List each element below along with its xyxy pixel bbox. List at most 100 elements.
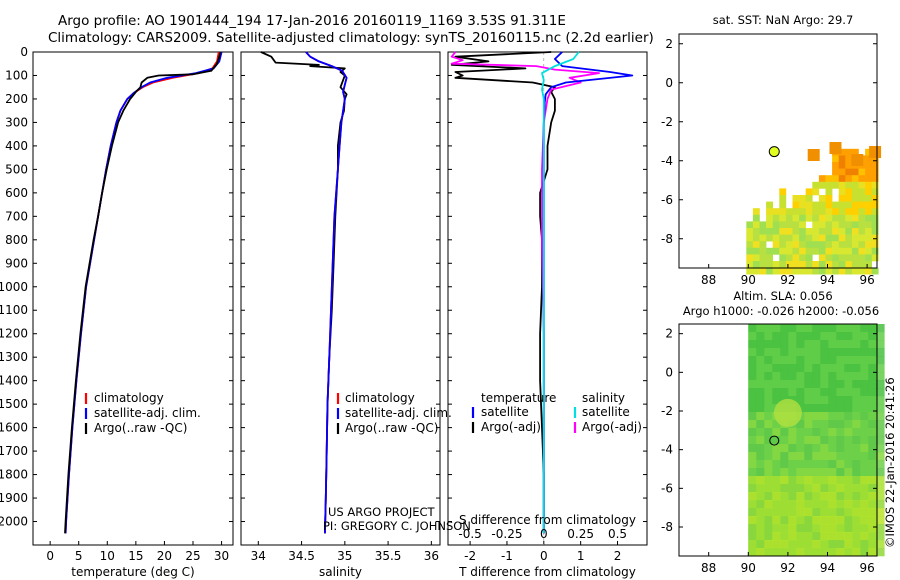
map3-cell [851,234,859,242]
map4-cell [812,372,821,381]
map3-cell [832,241,839,249]
map4-cell [788,540,797,549]
map4-cell [820,460,829,469]
map3-cell [812,214,820,222]
map4-cell [780,372,789,381]
map4-cell [844,380,853,389]
map4-cell [852,372,861,381]
map3-cell [752,228,760,235]
map4-cell [772,500,781,509]
map3-cell [851,168,859,176]
map4-cell [796,388,805,397]
map3-cell [832,208,839,216]
map4-cell [868,348,877,357]
map3-cell [785,254,793,262]
map4-cell [804,452,813,461]
map4-cell [852,484,861,493]
map4-cell [764,516,773,525]
map3-cell [792,234,800,242]
map3-cell [871,175,879,183]
map3-cell [792,241,800,249]
map4-cell [844,444,853,453]
map3-cell [759,261,767,268]
map4-cell [868,532,877,541]
map4-cell [852,444,861,453]
map4-cell [860,452,869,461]
map3-cell [832,267,839,275]
map3-cell [838,261,846,268]
map3-cell [766,201,773,209]
map3-cell [759,267,767,275]
sal-xtick-label: 35 [337,549,352,563]
map4-cell [788,348,797,357]
map4-cell [844,420,853,429]
map4-cell [868,484,877,493]
map4-cell [780,476,789,485]
map3-cell [818,181,826,189]
map4-cell [764,348,773,357]
map3-cell [832,254,839,262]
map3-cell [792,228,800,235]
map3-cell [871,208,879,216]
map4-cell [860,380,869,389]
map4-cell [788,500,797,509]
map4-cell [772,436,781,445]
map3-cell [818,234,826,242]
map4-cell [772,484,781,493]
map3-cell [752,234,760,242]
map4-cell [780,388,789,397]
temp-legend-label: satellite-adj. clim. [94,406,201,420]
map4-cell [820,420,829,429]
map4-cell [804,492,813,501]
map3-cell [812,181,820,189]
map4-cell [828,436,837,445]
map4-cell [796,540,805,549]
map4-cell [804,476,813,485]
map4-cell [756,420,765,429]
map4-cell [828,372,837,381]
map4-cell [860,428,869,437]
map4-cell [852,524,861,533]
temp-xtick-label: 15 [128,549,143,563]
map4-cell [780,500,789,509]
map4-cell [836,380,845,389]
sal-frame [240,51,441,546]
map4-cell [748,412,757,421]
map3-cell [858,228,866,235]
map4-cell [772,468,781,477]
map4-cell [828,412,837,421]
map4-cell [844,548,853,557]
temp-series-satellite [64,51,223,534]
temp-series-argo [64,51,222,534]
map3-cell [799,234,806,242]
temp-ytick-label: 1600 [0,421,28,435]
map3-cell [871,241,879,249]
map4-cell [876,412,885,421]
map4-cell [844,324,853,333]
map4-cell [828,532,837,541]
map4-cell [748,516,757,525]
map4-cell [756,476,765,485]
temp-ytick-label: 900 [5,256,28,270]
map3-cell [752,208,760,216]
map4-cell [780,508,789,517]
map3-cell [838,241,846,249]
map4-argo-marker [769,435,780,446]
map3-cell [799,247,806,255]
map4-cell [804,428,813,437]
map4-cell [876,364,885,373]
map4-cell [804,540,813,549]
map4-cell [828,484,837,493]
map4-cell [772,428,781,437]
map4-cell [764,492,773,501]
map3-cell [805,261,813,268]
map3-cell [766,234,773,242]
map3-cell [838,254,846,262]
map4-cell [780,484,789,493]
map3-cell [851,241,859,249]
map4-cell [860,412,869,421]
map4-cell [748,380,757,389]
map3-cell [785,261,793,268]
map3-xtick-label: 88 [701,273,716,287]
sal-series-argo [260,51,348,534]
